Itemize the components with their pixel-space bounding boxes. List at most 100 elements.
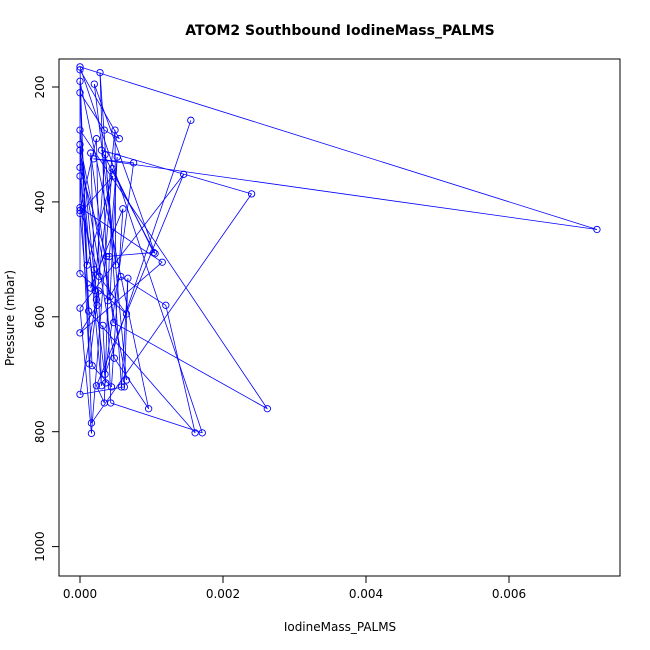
data-point — [105, 252, 113, 261]
y-tick-label: 400 — [33, 190, 47, 213]
data-point — [158, 258, 166, 266]
data-point — [76, 206, 84, 215]
series-line-segment — [110, 402, 203, 434]
x-tick-label: 0.000 — [63, 587, 97, 601]
data-point — [89, 155, 98, 163]
series-line-segment — [101, 149, 252, 195]
data-point — [83, 261, 91, 269]
data-point — [107, 399, 115, 407]
series-line-segment — [109, 157, 118, 297]
y-tick-label: 800 — [33, 420, 47, 443]
data-point — [99, 321, 107, 330]
series-line-segment — [113, 322, 268, 410]
data-point — [95, 272, 103, 281]
data-point — [122, 310, 131, 318]
data-point — [92, 135, 101, 143]
data-point — [117, 272, 125, 281]
series-line-segment — [91, 168, 113, 434]
data-point — [76, 172, 84, 180]
series-lines — [79, 66, 598, 434]
series-line-segment — [79, 386, 125, 395]
data-point — [94, 287, 103, 295]
series-line-segment — [93, 158, 598, 230]
data-point — [117, 383, 126, 391]
y-axis-label: Pressure (mbar) — [3, 270, 17, 366]
series-line-segment — [79, 150, 93, 366]
data-point — [109, 318, 118, 327]
y-tick-label: 200 — [33, 76, 47, 99]
series-line-segment — [79, 174, 184, 309]
data-point — [108, 164, 116, 173]
data-point — [102, 379, 110, 387]
chart-title: ATOM2 Southbound IodineMass_PALMS — [185, 23, 494, 39]
x-axis-label: IodineMass_PALMS — [284, 620, 396, 634]
data-point — [102, 252, 111, 261]
data-point — [76, 390, 84, 399]
series-line-segment — [79, 69, 120, 139]
data-point — [129, 159, 138, 167]
data-point — [97, 146, 106, 154]
series-line-segment — [99, 72, 112, 403]
data-point — [90, 266, 98, 274]
series-line-segment — [111, 208, 124, 387]
data-point — [76, 66, 84, 74]
data-point — [101, 370, 109, 378]
data-point — [187, 116, 195, 124]
series-line-segment — [104, 120, 192, 375]
x-tick-label: 0.006 — [492, 587, 526, 601]
data-point — [593, 225, 601, 234]
series-line-segment — [93, 269, 127, 315]
data-point — [87, 149, 95, 157]
data-point — [76, 63, 84, 71]
series-line-segment — [111, 168, 155, 253]
plot-frame — [58, 58, 621, 577]
data-point — [144, 405, 153, 413]
series-line-segment — [79, 144, 127, 381]
data-point — [110, 354, 118, 362]
y-axis: 200 400 600 800 1000 — [33, 76, 60, 562]
series-line-segment — [79, 81, 150, 409]
data-point — [162, 301, 170, 309]
data-point — [191, 429, 199, 437]
series-line-segment — [79, 66, 598, 230]
series-line-segment — [88, 310, 196, 434]
x-axis: 0.000 0.002 0.004 0.006 — [63, 575, 526, 601]
data-point — [122, 376, 131, 384]
data-point — [180, 170, 188, 178]
series-line-segment — [91, 365, 112, 388]
data-point — [76, 304, 84, 312]
series-line-segment — [104, 154, 127, 381]
series-line-segment — [79, 175, 107, 383]
data-point — [149, 248, 158, 257]
data-point — [76, 203, 84, 212]
data-point — [104, 297, 112, 305]
data-point — [91, 286, 99, 295]
series-line-segment — [79, 129, 268, 409]
data-point — [119, 205, 127, 213]
data-point — [111, 126, 119, 134]
data-point — [76, 126, 84, 134]
data-point — [76, 209, 84, 218]
series-line-segment — [106, 252, 154, 257]
data-point — [76, 140, 84, 149]
data-point — [115, 135, 123, 143]
data-point — [87, 284, 95, 292]
data-point — [76, 89, 84, 97]
x-tick-label: 0.004 — [349, 587, 383, 601]
data-point — [76, 329, 84, 337]
y-tick-label: 1000 — [33, 531, 47, 562]
data-point — [198, 429, 206, 437]
series-line-segment — [79, 207, 100, 277]
series-line-segment — [102, 325, 107, 383]
series-line-segment — [79, 261, 163, 334]
series-line-segment — [79, 305, 98, 334]
x-tick-label: 0.002 — [206, 587, 240, 601]
data-point — [76, 163, 84, 172]
series-line-segment — [91, 193, 252, 424]
data-point — [124, 274, 132, 282]
data-point — [76, 77, 84, 85]
data-point — [107, 383, 116, 391]
data-point — [96, 68, 104, 77]
series-line-segment — [90, 153, 96, 291]
